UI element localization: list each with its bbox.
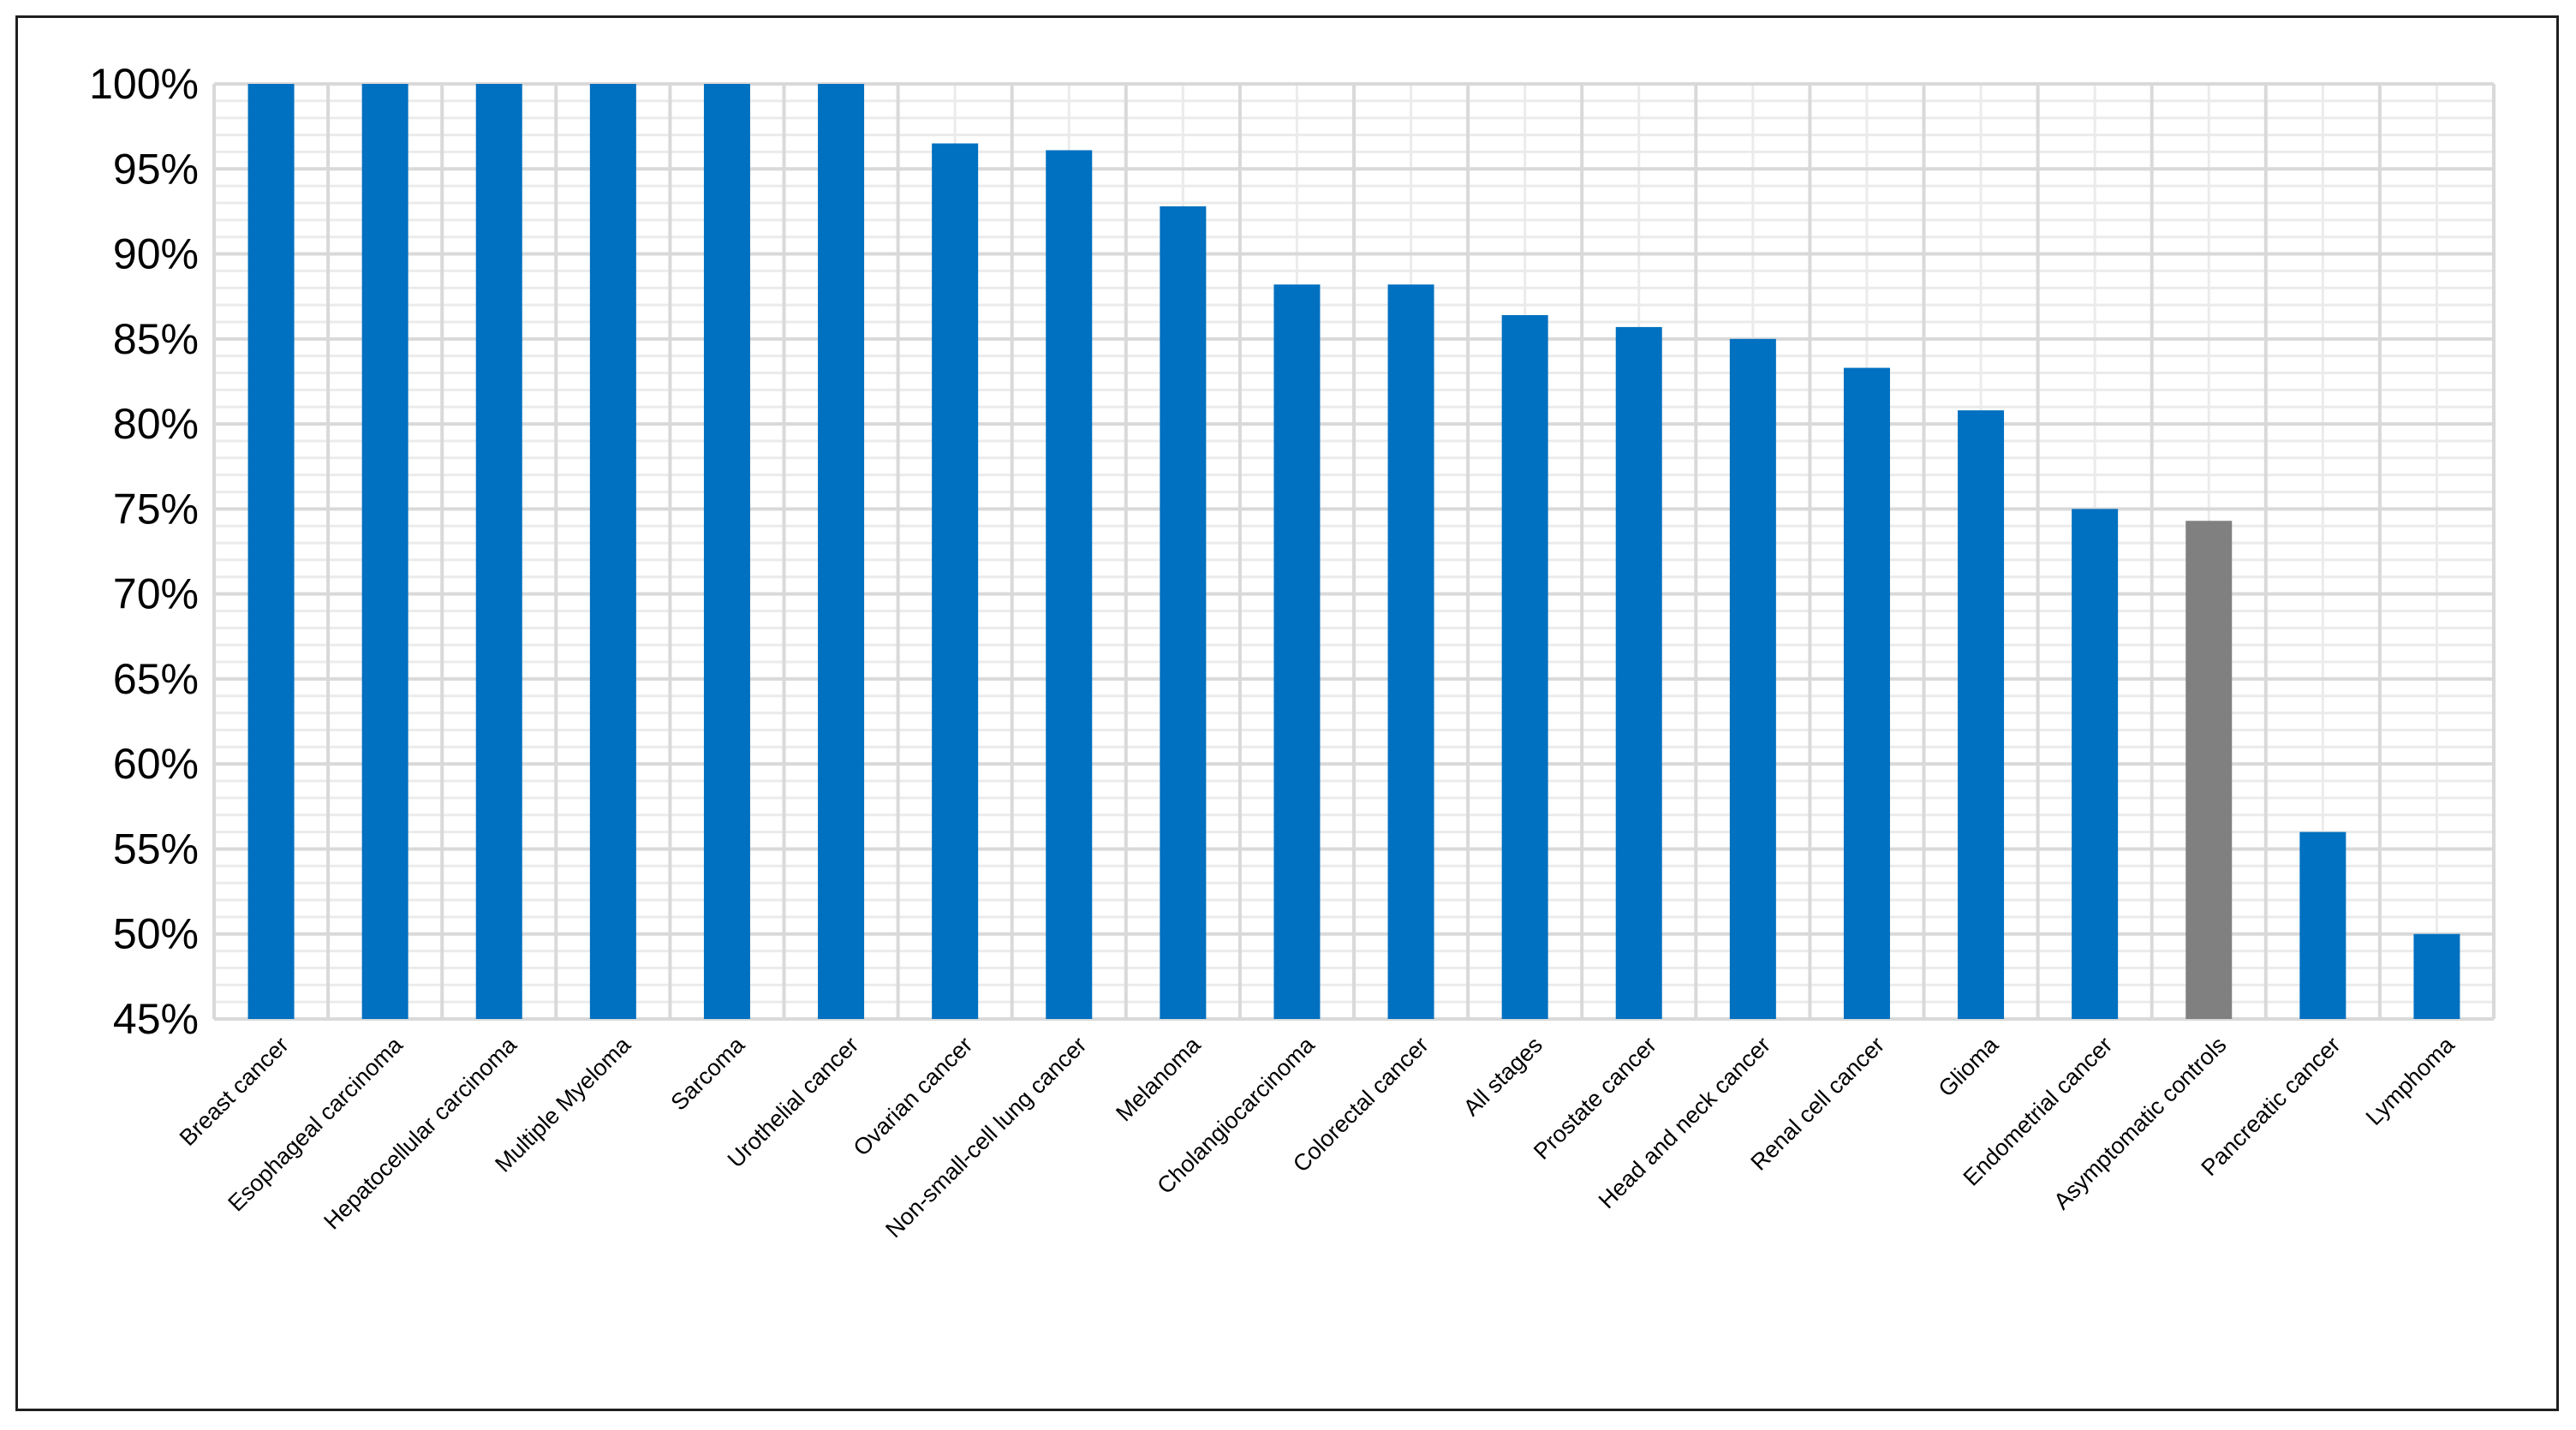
y-tick-label: 80% bbox=[113, 400, 199, 448]
y-tick-label: 85% bbox=[113, 315, 199, 363]
y-tick-label: 60% bbox=[113, 740, 199, 788]
bar bbox=[932, 143, 979, 1019]
y-tick-label: 70% bbox=[113, 570, 199, 618]
x-tick-label: Lymphoma bbox=[2361, 1031, 2460, 1130]
bar bbox=[361, 84, 408, 1019]
bar bbox=[247, 84, 295, 1019]
x-tick-label: Non-small-cell lung cancer bbox=[880, 1032, 1091, 1242]
bar bbox=[1160, 206, 1207, 1019]
y-tick-label: 65% bbox=[113, 655, 199, 703]
x-tick-label: Glioma bbox=[1934, 1031, 2004, 1101]
bars bbox=[247, 84, 2460, 1019]
bar bbox=[1273, 284, 1321, 1019]
x-tick-label: Ovarian cancer bbox=[849, 1032, 978, 1161]
bar bbox=[1729, 338, 1776, 1019]
y-tick-label: 90% bbox=[113, 230, 199, 278]
x-tick-label: Sarcoma bbox=[666, 1031, 750, 1115]
y-axis-tick-labels: 45% 50% 55% 60% 65% 70% 75% 80% 85% 90% 95% 100% bbox=[89, 60, 199, 1043]
y-tick-label: 50% bbox=[113, 910, 199, 958]
bar bbox=[1958, 410, 2005, 1019]
x-tick-label: Hepatocellular carcinoma bbox=[319, 1031, 522, 1234]
bar bbox=[1387, 284, 1434, 1019]
x-tick-label: Prostate cancer bbox=[1529, 1032, 1661, 1165]
bar bbox=[2072, 509, 2119, 1019]
y-tick-label: 100% bbox=[89, 60, 199, 108]
y-tick-label: 95% bbox=[113, 145, 199, 193]
x-tick-label: Breast cancer bbox=[175, 1032, 294, 1151]
bar bbox=[1843, 367, 1890, 1019]
bar bbox=[475, 84, 522, 1019]
x-tick-label: Melanoma bbox=[1111, 1031, 1206, 1126]
bar bbox=[703, 84, 750, 1019]
bar bbox=[1046, 150, 1093, 1019]
bar bbox=[1501, 315, 1548, 1019]
bar bbox=[589, 84, 636, 1019]
bar bbox=[2413, 933, 2460, 1019]
y-tick-label: 75% bbox=[113, 485, 199, 533]
bar bbox=[818, 84, 865, 1019]
y-tick-label: 45% bbox=[113, 995, 199, 1043]
grid-lines bbox=[212, 82, 2496, 1021]
y-tick-label: 55% bbox=[113, 825, 199, 873]
bar bbox=[1615, 326, 1662, 1019]
x-tick-label: All stages bbox=[1458, 1032, 1547, 1121]
bar bbox=[2185, 521, 2233, 1019]
bar bbox=[2299, 831, 2346, 1019]
